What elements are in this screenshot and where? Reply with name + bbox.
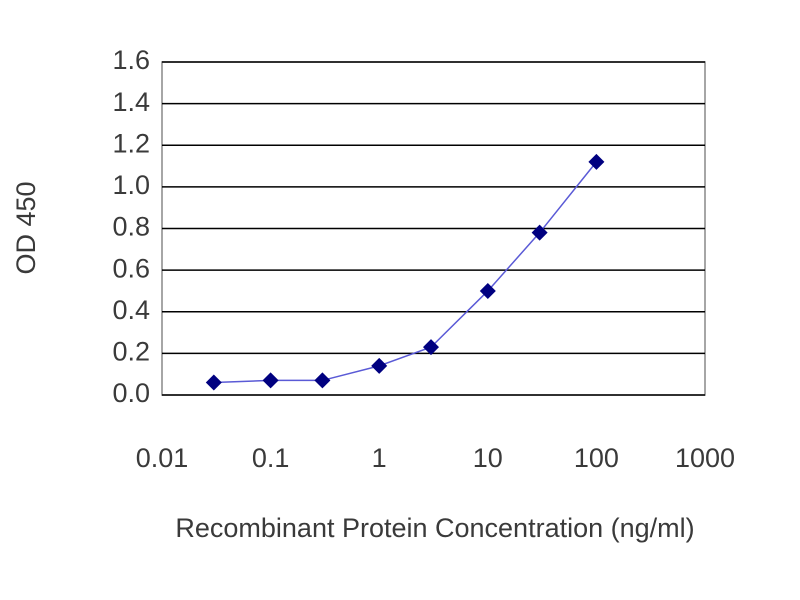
y-tick-label: 0.8 (112, 212, 150, 242)
y-axis-label: OD 450 (11, 181, 41, 274)
x-tick-label: 0.1 (252, 443, 290, 473)
data-point (371, 357, 388, 374)
y-tick-label: 1.6 (112, 45, 150, 75)
data-point (588, 153, 605, 170)
x-axis-label: Recombinant Protein Concentration (ng/ml… (175, 513, 694, 543)
y-tick-label: 0.0 (112, 378, 150, 408)
y-tick-label: 1.0 (112, 170, 150, 200)
y-tick-label: 1.4 (112, 87, 150, 117)
x-tick-label: 10 (473, 443, 503, 473)
x-tick-label: 1000 (675, 443, 735, 473)
data-point (205, 374, 222, 391)
y-tick-label: 0.2 (112, 337, 150, 367)
y-tick-label: 0.6 (112, 253, 150, 283)
x-tick-label: 100 (574, 443, 619, 473)
x-tick-label: 1 (372, 443, 387, 473)
data-point (531, 224, 548, 241)
data-point (423, 339, 440, 356)
x-tick-label: 0.01 (136, 443, 189, 473)
y-tick-label: 1.2 (112, 128, 150, 158)
data-point (479, 282, 496, 299)
data-point (262, 372, 279, 389)
data-point (314, 372, 331, 389)
y-tick-label: 0.4 (112, 295, 150, 325)
data-line (213, 161, 597, 384)
